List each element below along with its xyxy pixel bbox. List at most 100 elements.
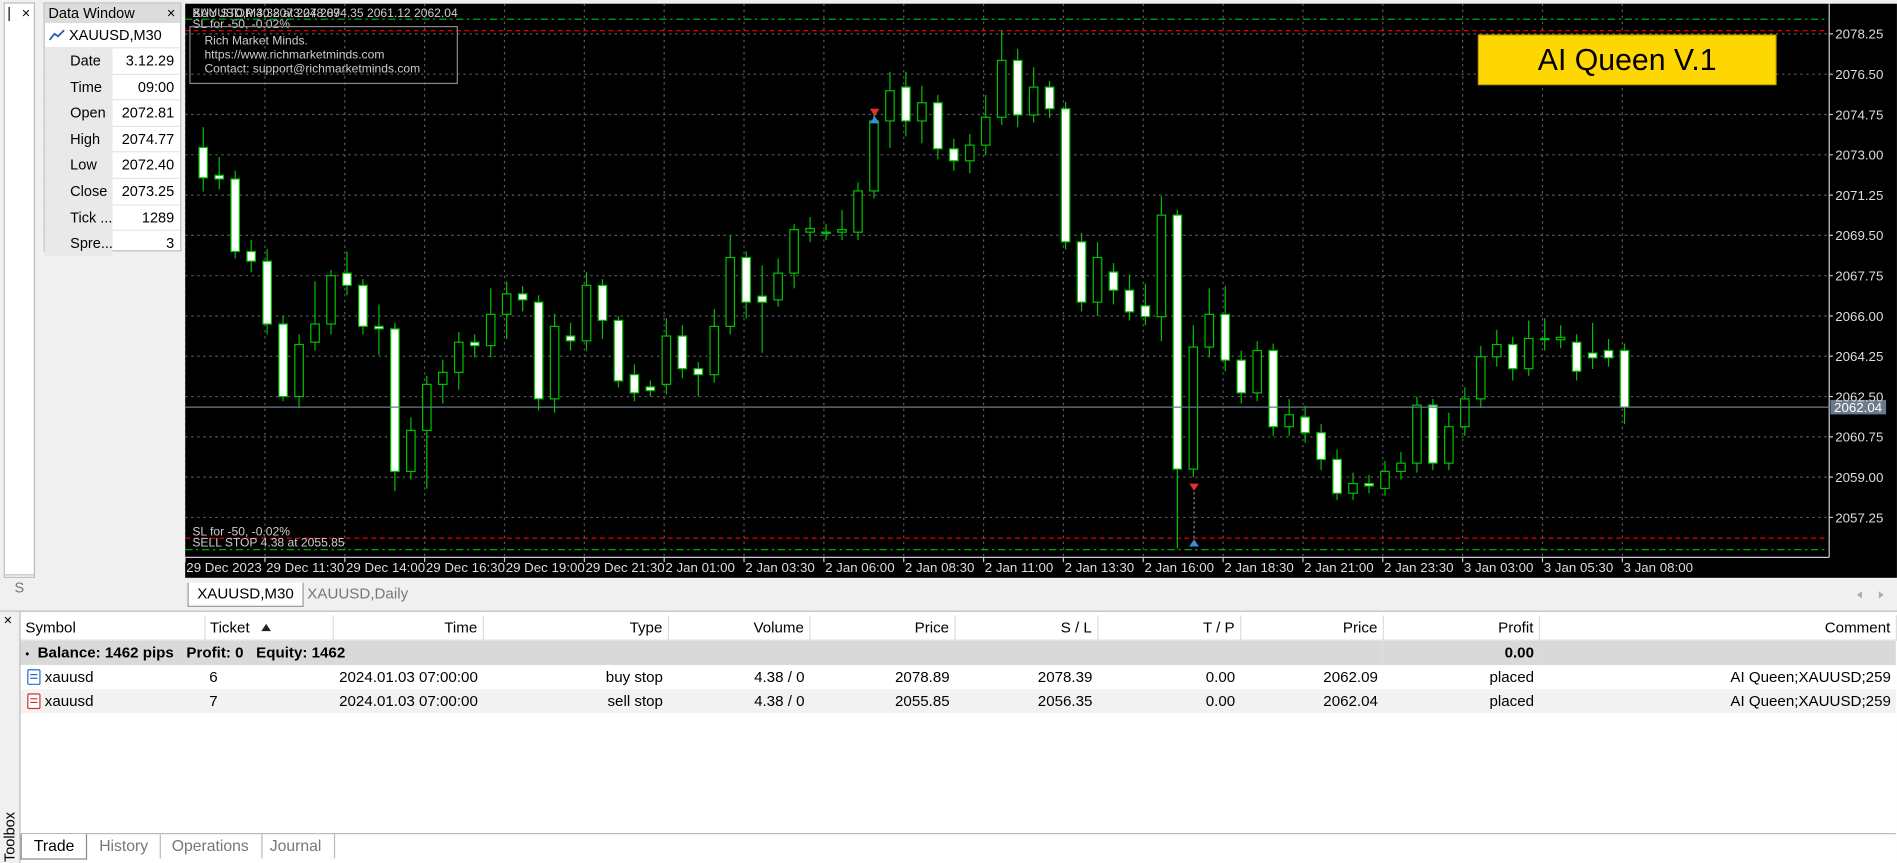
candles — [198, 30, 1630, 549]
candle-body — [1396, 462, 1406, 473]
chart-tab[interactable]: XAUUSD,M30 — [187, 582, 304, 607]
candle-body — [757, 295, 768, 303]
table-body: • Balance: 1462 pips Profit: 0 Equity: 1… — [20, 640, 1896, 714]
column-header[interactable]: Time — [332, 615, 484, 641]
symbol: XAUUSD,M30 — [68, 26, 162, 44]
info-line: Contact: support@richmarketminds.com — [204, 62, 420, 76]
x-tick-label: 2 Jan 16:00 — [1144, 560, 1214, 575]
empty-cell — [1538, 640, 1896, 665]
x-tick-label: 2 Jan 01:00 — [665, 560, 735, 575]
y-tick-label: 2074.75 — [1835, 107, 1883, 122]
candle-body — [853, 190, 863, 233]
cell-text: 2024.01.03 07:00:00 — [339, 692, 478, 710]
column-title: Type — [629, 619, 663, 636]
column-header[interactable]: Price — [1240, 615, 1384, 641]
x-tick-label: 29 Dec 2023 — [186, 560, 261, 575]
tab-scroll[interactable] — [1849, 588, 1890, 603]
cell-text: 4.38 / 0 — [754, 692, 805, 710]
column-header[interactable]: Type — [482, 615, 669, 641]
candle-body — [1571, 341, 1582, 372]
candle-body — [453, 341, 464, 373]
candle-body — [789, 229, 799, 274]
candle-body — [1491, 343, 1502, 358]
column-header[interactable]: Volume — [667, 615, 810, 641]
cell: 0.00 — [1097, 665, 1240, 689]
candle-body — [821, 231, 831, 234]
column-header[interactable]: Symbol — [20, 615, 206, 641]
data-row: Open 2072.81 — [44, 99, 181, 126]
candle-body — [1332, 458, 1342, 494]
cell-text: 2055.85 — [895, 692, 950, 710]
buy-arrow — [1189, 539, 1199, 547]
cell-text: placed — [1489, 692, 1535, 710]
data-label: Spre... — [44, 231, 113, 257]
candle-body — [342, 272, 352, 286]
x-tick-label: 29 Dec 21:30 — [586, 560, 665, 575]
x-tick-label: 2 Jan 13:30 — [1065, 560, 1135, 575]
cell: xauusd — [21, 665, 205, 689]
order-lines — [185, 18, 1830, 551]
cell: AI Queen;XAUUSD;259 — [1538, 689, 1896, 714]
candle-body — [1028, 86, 1039, 116]
candle-body — [310, 323, 320, 343]
cell-text: AI Queen;XAUUSD;259 — [1730, 692, 1891, 710]
table-header: Symbol Ticket Time Type Volume Price S / L T / … — [20, 615, 1897, 641]
toolbox-tab[interactable]: Journal — [258, 834, 335, 859]
close-button[interactable]: × — [21, 4, 31, 22]
cell: placed — [1382, 689, 1539, 714]
chart-title: AI Queen V.1 — [1538, 44, 1717, 77]
candle-body — [1124, 289, 1135, 313]
candle-body — [1156, 214, 1167, 318]
candle-body — [1412, 404, 1422, 464]
data-value: 3.12.29 — [125, 51, 175, 69]
y-tick-label: 2062.50 — [1835, 389, 1883, 404]
toolbox-tab[interactable]: History — [87, 834, 162, 859]
order-row[interactable]: xauusd 7 2024.01.03 07:00:00 sell stop 4.38 … — [20, 689, 1896, 714]
toolbox-tab[interactable]: Trade — [20, 834, 88, 860]
candle-body — [741, 256, 752, 303]
column-header[interactable]: Price — [809, 615, 956, 641]
cell-text: 6 — [209, 668, 218, 686]
candle-body — [1268, 349, 1279, 428]
price-chart: XAUUSD,M30 2073.24 2074.35 2061.12 2062.… — [185, 3, 1897, 578]
candle-body — [1220, 313, 1231, 361]
candle-body — [725, 256, 736, 327]
data-row: Close 2073.25 — [44, 177, 181, 204]
candle-body — [1108, 271, 1119, 291]
pin-button[interactable]: | — [7, 4, 12, 22]
candle-body — [1172, 214, 1183, 470]
current-price-label: 2062.04 — [1834, 400, 1882, 415]
candle-body — [996, 59, 1007, 118]
title-box — [1477, 34, 1777, 86]
data-label: High — [44, 126, 113, 152]
cell: 4.38 / 0 — [667, 689, 810, 714]
x-tick-label: 3 Jan 08:00 — [1624, 560, 1694, 575]
toolbox-side: × Toolbox — [0, 611, 21, 863]
candle-body — [262, 260, 272, 325]
column-header[interactable]: Profit — [1382, 615, 1540, 641]
candle-body — [326, 275, 336, 325]
column-header[interactable]: T / P — [1097, 615, 1241, 641]
column-header[interactable]: S / L — [954, 615, 1098, 641]
chart-tab[interactable]: XAUUSD,Daily — [307, 585, 409, 603]
column-header[interactable]: Comment — [1538, 615, 1897, 641]
candle-body — [1539, 337, 1550, 341]
candle-body — [485, 313, 496, 347]
candle-body — [597, 284, 608, 321]
cell-text: sell stop — [607, 692, 663, 710]
sell-arrow — [1189, 483, 1199, 491]
column-header[interactable]: Ticket — [204, 615, 334, 641]
order-row[interactable]: xauusd 6 2024.01.03 07:00:00 buy stop 4.38 /… — [21, 665, 1896, 689]
navigator-tab[interactable]: S — [4, 574, 34, 599]
close-button[interactable]: × — [166, 4, 176, 22]
candle-body — [1236, 359, 1247, 394]
x-tick-label: 29 Dec 19:00 — [506, 560, 585, 575]
toolbox-tab[interactable]: Operations — [160, 834, 263, 859]
column-title: Volume — [753, 619, 804, 636]
data-window-title: Data Window — [48, 4, 135, 22]
sell-arrow — [869, 108, 880, 117]
order-label: BUY STOP 4.38 at 2078.89 — [192, 6, 340, 20]
close-button[interactable]: × — [3, 611, 13, 629]
toolbox-label: Toolbox — [1, 811, 19, 863]
